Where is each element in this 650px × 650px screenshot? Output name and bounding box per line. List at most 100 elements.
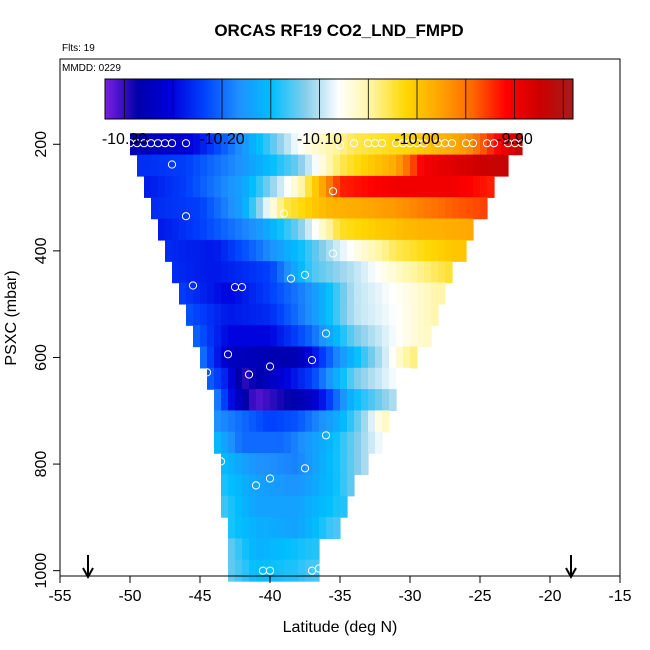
heatmap-cell xyxy=(242,282,250,305)
observation-point xyxy=(237,283,247,292)
heatmap-cell xyxy=(291,495,299,518)
heatmap-cell xyxy=(424,154,432,177)
heatmap-cell xyxy=(298,303,306,326)
heatmap-cell xyxy=(305,218,313,241)
heatmap-cell xyxy=(396,261,404,284)
heatmap-cell xyxy=(473,154,481,177)
observation-point xyxy=(300,270,310,279)
heatmap-cell xyxy=(263,431,271,454)
heatmap-cell xyxy=(403,282,411,305)
heatmap-cell xyxy=(298,325,306,348)
heatmap-cell xyxy=(333,431,341,454)
heatmap-cell xyxy=(354,367,362,390)
heatmap-cell xyxy=(375,175,383,198)
colorbar-tick-labels: -10.30 -10.20 -10.10 -10.00 -9.90 xyxy=(102,131,533,148)
heatmap-cell xyxy=(305,367,313,390)
heatmap-cell xyxy=(200,239,208,262)
heatmap-cell xyxy=(354,154,362,177)
heatmap-cell xyxy=(396,303,404,326)
observation-point xyxy=(265,566,275,575)
heatmap-cell xyxy=(172,218,180,241)
heatmap-cell xyxy=(249,239,257,262)
heatmap-cell xyxy=(410,346,418,369)
heatmap-cell xyxy=(417,325,425,348)
heatmap-cell xyxy=(249,495,257,518)
observation-point xyxy=(335,141,345,150)
heatmap-cell xyxy=(228,218,236,241)
heatmap-cell xyxy=(263,175,271,198)
y-tick-label: 1000 xyxy=(33,553,50,589)
heatmap-cell xyxy=(326,175,334,198)
y-tick-label: 600 xyxy=(33,344,50,371)
heatmap-cell xyxy=(319,239,327,262)
heatmap-cell xyxy=(319,197,327,220)
heatmap-cell xyxy=(284,154,292,177)
heatmap-cell xyxy=(368,154,376,177)
heatmap-cell xyxy=(249,367,257,390)
heatmap-cell xyxy=(200,133,208,156)
heatmap-cell xyxy=(305,325,313,348)
heatmap-cell xyxy=(368,325,376,348)
heatmap-cell xyxy=(186,261,194,284)
heatmap-cell xyxy=(438,261,446,284)
heatmap-cell xyxy=(207,282,215,305)
heatmap-cell xyxy=(291,367,299,390)
heatmap-cell xyxy=(368,389,376,412)
heatmap-cell xyxy=(438,175,446,198)
heatmap-cell xyxy=(347,218,355,241)
heatmap-cell xyxy=(396,197,404,220)
heatmap-cell xyxy=(158,218,166,241)
heatmap-cell xyxy=(326,303,334,326)
heatmap-cell xyxy=(403,346,411,369)
heatmap-cell xyxy=(319,495,327,518)
heatmap-cell xyxy=(256,517,264,540)
heatmap-cell xyxy=(242,453,250,476)
heatmap-cell xyxy=(228,325,236,348)
heatmap-cell xyxy=(347,346,355,369)
heatmap-cell xyxy=(354,239,362,262)
heatmap-cell xyxy=(270,367,278,390)
heatmap-cell xyxy=(256,410,264,433)
heatmap-cell xyxy=(298,133,306,156)
observation-point xyxy=(447,139,457,148)
y-tick-label: 400 xyxy=(33,237,50,264)
heatmap-cell xyxy=(424,197,432,220)
heatmap-cell xyxy=(305,389,313,412)
heatmap-cell xyxy=(340,218,348,241)
heatmap-cell xyxy=(249,431,257,454)
heatmap-cell xyxy=(277,538,285,561)
heatmap-cell xyxy=(214,154,222,177)
heatmap-cell xyxy=(347,453,355,476)
heatmap-cell xyxy=(333,303,341,326)
heatmap-cell xyxy=(312,325,320,348)
heatmap-cell xyxy=(186,239,194,262)
heatmap-cell xyxy=(221,367,229,390)
heatmap-cell xyxy=(305,474,313,497)
observation-point xyxy=(265,474,275,483)
heatmap-cell xyxy=(375,154,383,177)
heatmap-cell xyxy=(347,410,355,433)
heatmap-cell xyxy=(235,474,243,497)
heatmap-cell xyxy=(165,239,173,262)
heatmap-cell xyxy=(242,474,250,497)
heatmap-cell xyxy=(389,261,397,284)
heatmap-cell xyxy=(319,431,327,454)
heatmap-cell xyxy=(277,133,285,156)
heatmap-cell xyxy=(242,517,250,540)
heatmap-cell xyxy=(207,218,215,241)
heatmap-cell xyxy=(228,303,236,326)
down-arrow-icon xyxy=(565,555,577,580)
heatmap-cell xyxy=(214,410,222,433)
observation-point xyxy=(349,139,359,148)
heatmap-cell xyxy=(312,367,320,390)
heatmap-cell xyxy=(158,197,166,220)
heatmap-cell xyxy=(214,133,222,156)
heatmap-cell xyxy=(361,154,369,177)
heatmap-cell xyxy=(361,431,369,454)
heatmap-cell xyxy=(256,538,264,561)
heatmap-cell xyxy=(270,133,278,156)
heatmap-cell xyxy=(410,218,418,241)
heatmap-cell xyxy=(375,389,383,412)
heatmap-cell xyxy=(193,261,201,284)
heatmap-cell xyxy=(312,303,320,326)
